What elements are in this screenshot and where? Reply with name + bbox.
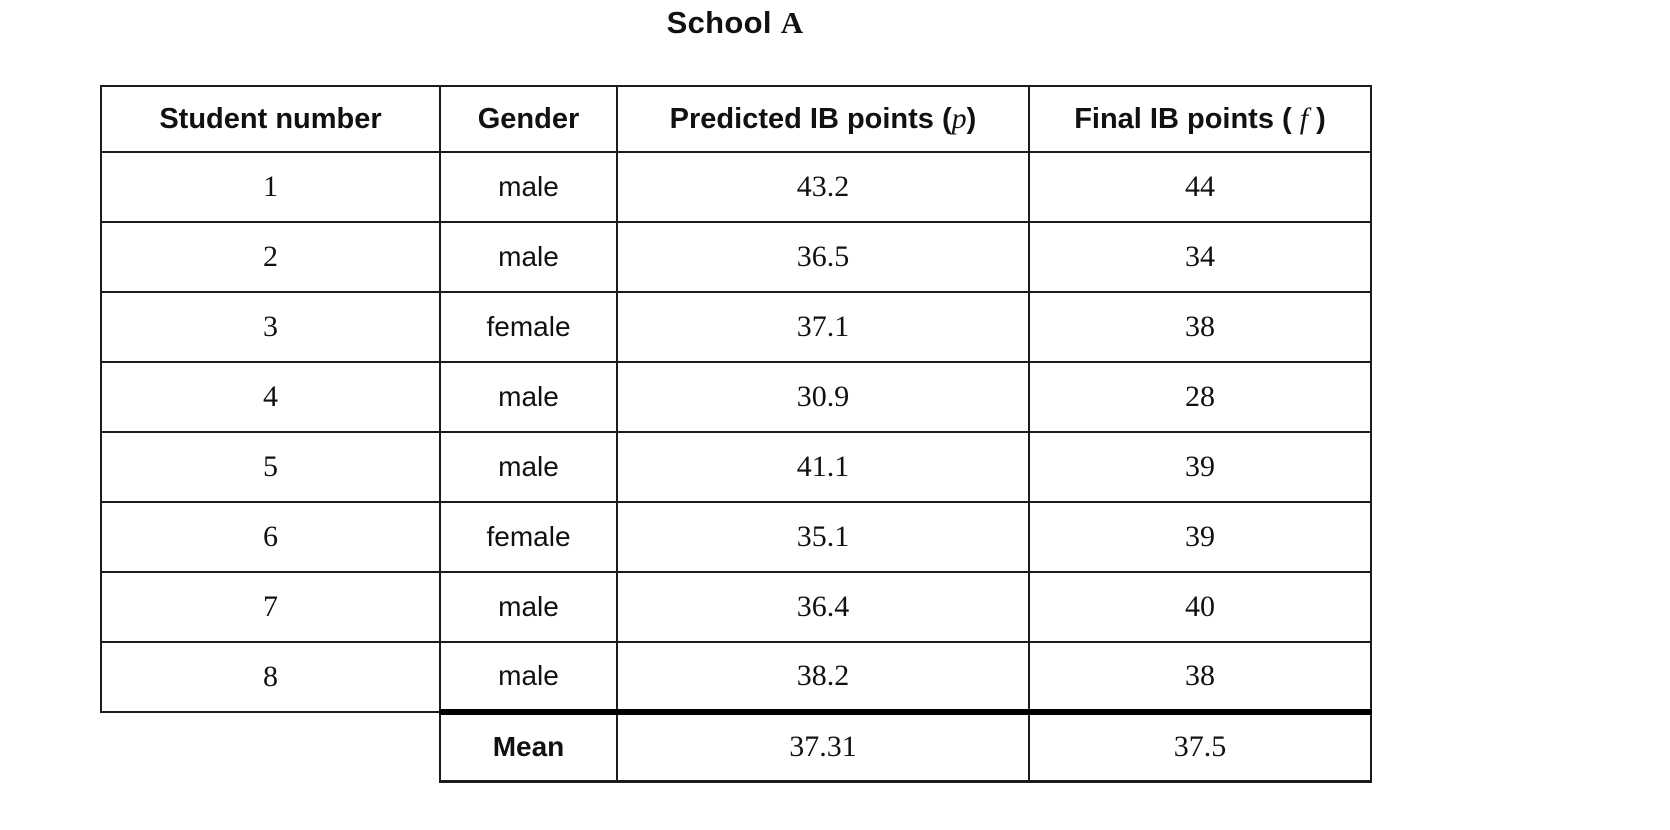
final-points-cell: 38	[1028, 641, 1372, 713]
mean-predicted-cell: 37.31	[616, 709, 1030, 783]
student-number-cell: 2	[100, 221, 441, 293]
student-number-cell: 3	[100, 291, 441, 363]
header-text: Predicted IB points (	[669, 103, 952, 135]
final-points-cell: 44	[1028, 151, 1372, 223]
gender-cell: male	[439, 221, 618, 293]
header-text: Final IB points (	[1074, 103, 1300, 135]
predicted-points-cell: 43.2	[616, 151, 1030, 223]
predicted-points-cell: 30.9	[616, 361, 1030, 433]
predicted-points-cell: 35.1	[616, 501, 1030, 573]
student-row: 5 male 41.1 39	[100, 431, 1372, 503]
student-row: 7 male 36.4 40	[100, 571, 1372, 643]
student-row: 3 female 37.1 38	[100, 291, 1372, 363]
header-gender: Gender	[439, 85, 618, 153]
student-row: 4 male 30.9 28	[100, 361, 1372, 433]
table-title-suffix: A	[780, 5, 804, 40]
predicted-points-cell: 37.1	[616, 291, 1030, 363]
final-points-cell: 28	[1028, 361, 1372, 433]
student-number-cell: 7	[100, 571, 441, 643]
header-row: Student number Gender Predicted IB point…	[100, 85, 1372, 153]
student-row: 1 male 43.2 44	[100, 151, 1372, 223]
student-number-cell: 4	[100, 361, 441, 433]
student-number-cell: 1	[100, 151, 441, 223]
header-final-points: Final IB points ( f )	[1028, 85, 1372, 153]
predicted-points-cell: 38.2	[616, 641, 1030, 713]
student-row: 6 female 35.1 39	[100, 501, 1372, 573]
mean-row: Mean 37.31 37.5	[101, 709, 1372, 783]
predicted-points-cell: 41.1	[616, 431, 1030, 503]
student-number-cell: 8	[100, 641, 441, 713]
header-student-number: Student number	[100, 85, 441, 153]
final-points-cell: 34	[1028, 221, 1372, 293]
header-text: Gender	[477, 103, 580, 135]
f-symbol: f	[1299, 102, 1309, 135]
table-title-prefix: School	[666, 5, 772, 40]
mean-label-cell: Mean	[439, 709, 618, 783]
header-text: Student number	[159, 103, 382, 135]
final-points-cell: 38	[1028, 291, 1372, 363]
gender-cell: male	[439, 151, 618, 223]
student-row: 2 male 36.5 34	[100, 221, 1372, 293]
mean-final-cell: 37.5	[1028, 709, 1372, 783]
gender-cell: male	[439, 431, 618, 503]
gender-cell: male	[439, 641, 618, 713]
final-points-cell: 39	[1028, 431, 1372, 503]
school-a-table: Student number Gender Predicted IB point…	[100, 85, 1372, 783]
p-symbol: p	[951, 102, 967, 135]
gender-cell: female	[439, 291, 618, 363]
header-text: )	[1308, 103, 1326, 135]
final-points-cell: 40	[1028, 571, 1372, 643]
student-number-cell: 5	[100, 431, 441, 503]
header-text: )	[966, 103, 977, 135]
table-title: School A	[100, 5, 1370, 41]
mean-spacer-cell	[101, 712, 440, 781]
student-number-cell: 6	[100, 501, 441, 573]
predicted-points-cell: 36.4	[616, 571, 1030, 643]
final-points-cell: 39	[1028, 501, 1372, 573]
gender-cell: male	[439, 571, 618, 643]
gender-cell: female	[439, 501, 618, 573]
gender-cell: male	[439, 361, 618, 433]
header-predicted-points: Predicted IB points (p)	[616, 85, 1030, 153]
predicted-points-cell: 36.5	[616, 221, 1030, 293]
student-row: 8 male 38.2 38	[100, 641, 1372, 713]
